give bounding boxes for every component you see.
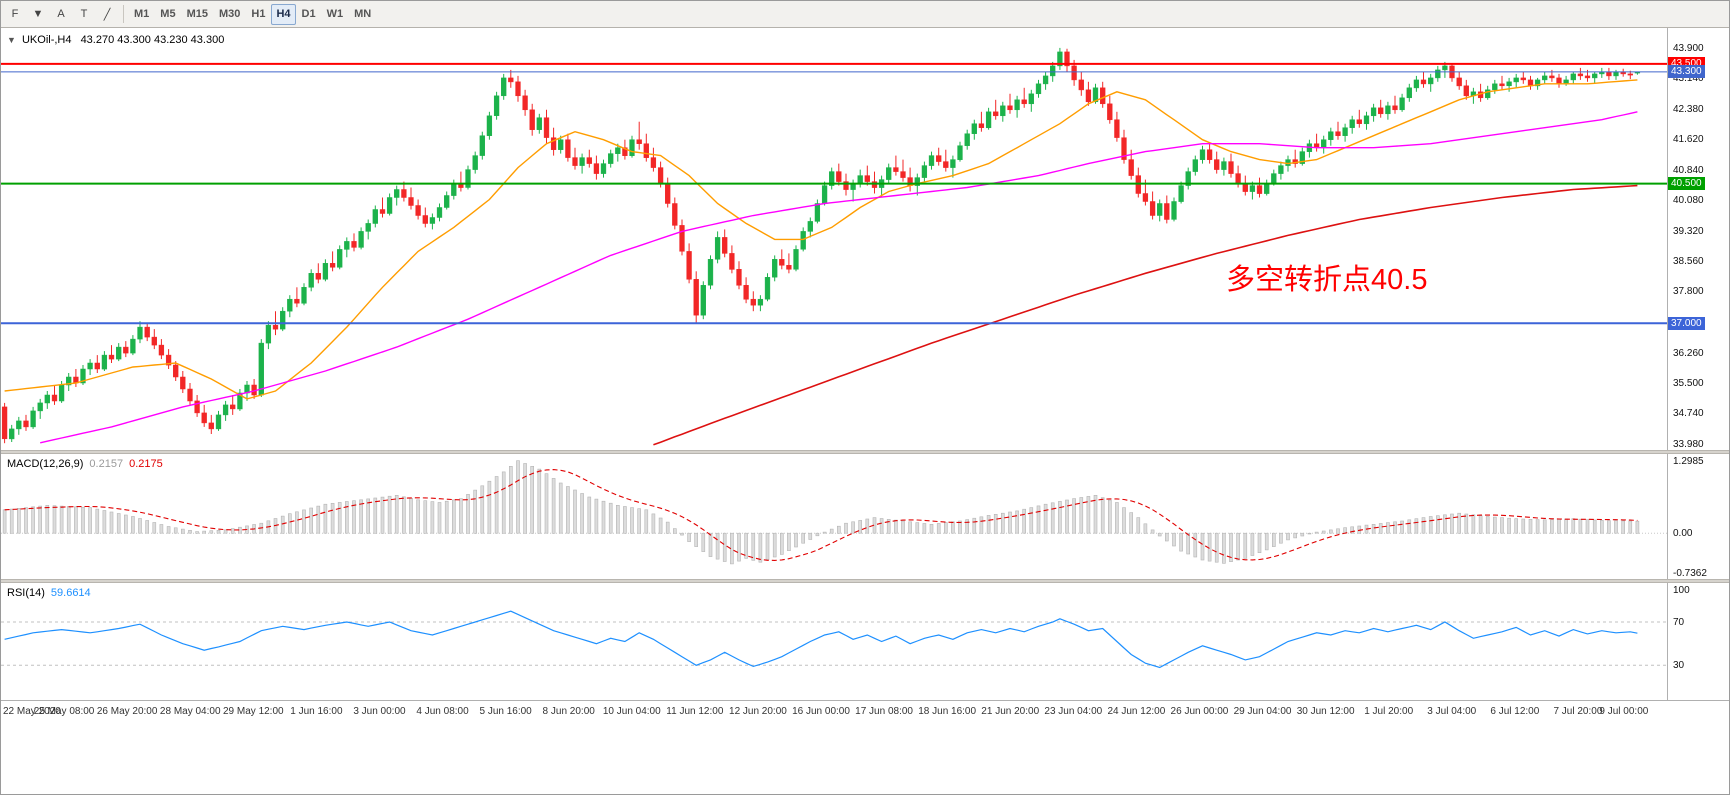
time-label: 25 May 08:00 — [33, 706, 95, 717]
time-label: 26 May 20:00 — [96, 706, 158, 717]
macd-tick: 0.00 — [1673, 528, 1693, 540]
time-label: 1 Jul 20:00 — [1364, 706, 1414, 717]
panel-splitter[interactable] — [1, 579, 1729, 583]
annotation-tool-button[interactable]: A — [57, 8, 65, 20]
panel-splitter[interactable] — [1, 450, 1729, 454]
timeframe-button-d1[interactable]: D1 — [301, 8, 316, 20]
time-label: 6 Jul 12:00 — [1490, 706, 1540, 717]
support-line-37000-badge: 37.000 — [1668, 316, 1705, 330]
candles-group — [1, 47, 1641, 444]
price-tick: 38.560 — [1673, 255, 1704, 267]
rsi-name: RSI(14) — [7, 587, 45, 599]
time-label: 21 Jun 20:00 — [981, 706, 1040, 717]
time-label: 10 Jun 04:00 — [602, 706, 661, 717]
time-label: 3 Jun 00:00 — [353, 706, 406, 717]
time-axis[interactable]: 22 May 2020 25 May 08:00 26 May 20:00 28 Ma… — [1, 700, 1729, 724]
timeframe-button-m5[interactable]: M5 — [160, 8, 176, 20]
main-price-scale[interactable]: 43.900 43.140 42.380 41.620 40.840 40.080 39.3… — [1667, 28, 1729, 450]
toolbar-separator — [123, 5, 124, 23]
time-label: 7 Jul 20:00 — [1553, 706, 1603, 717]
rsi-canvas[interactable] — [1, 583, 1667, 700]
pivot-line-40500-badge: 40.500 — [1668, 177, 1705, 191]
rsi-tick: 70 — [1673, 617, 1685, 628]
price-tick: 43.140 — [1673, 73, 1704, 85]
time-label: 1 Jun 16:00 — [290, 706, 343, 717]
time-label: 18 Jun 16:00 — [918, 706, 977, 717]
timeframe-button-m1[interactable]: M1 — [134, 8, 150, 20]
price-tick: 37.800 — [1673, 286, 1704, 298]
macd-scale[interactable]: 1.2985 0.00 -0.7362 — [1667, 454, 1729, 579]
time-label: 5 Jun 16:00 — [479, 706, 532, 717]
macd-name: MACD(12,26,9) — [7, 458, 84, 470]
time-label: 17 Jun 08:00 — [855, 706, 913, 717]
time-label: 4 Jun 08:00 — [416, 706, 469, 717]
macd-signal-line — [4, 469, 1638, 561]
macd-label: MACD(12,26,9) 0.2157 0.2175 — [7, 458, 163, 470]
toolbar-button-f[interactable]: F — [11, 8, 19, 20]
timeframe-button-mn[interactable]: MN — [354, 8, 372, 20]
price-tick: 35.500 — [1673, 377, 1704, 389]
chart-title: ▼ UKOil-,H4 43.270 43.300 43.230 43.300 — [7, 34, 224, 46]
rsi-tick: 100 — [1673, 584, 1690, 596]
price-tick: 42.380 — [1673, 103, 1704, 115]
ma-medium-line[interactable] — [40, 111, 1638, 444]
rsi-label: RSI(14) 59.6614 — [7, 587, 91, 599]
time-label: 24 Jun 12:00 — [1107, 706, 1166, 717]
macd-canvas[interactable] — [1, 454, 1667, 579]
rsi-scale[interactable]: 100 70 30 — [1667, 583, 1729, 700]
time-label: 23 Jun 04:00 — [1044, 706, 1103, 717]
macd-main-value: 0.2157 — [89, 458, 124, 470]
rsi-line — [4, 610, 1638, 669]
macd-histogram — [2, 460, 1640, 565]
ma-slow-line[interactable] — [653, 184, 1638, 446]
cursor-tool-button[interactable]: T — [80, 8, 88, 20]
time-label: 29 May 12:00 — [222, 706, 284, 717]
time-label: 8 Jun 20:00 — [542, 706, 595, 717]
timeframe-button-w1[interactable]: W1 — [326, 8, 344, 20]
price-tick: 36.260 — [1673, 347, 1704, 359]
time-label: 12 Jun 20:00 — [729, 706, 787, 717]
price-tick: 41.620 — [1673, 133, 1704, 145]
main-chart-panel: ▼ UKOil-,H4 43.270 43.300 43.230 43.300 … — [1, 28, 1729, 450]
time-label: 22 May 2020 — [3, 706, 61, 717]
time-label: 3 Jul 04:00 — [1427, 706, 1477, 717]
price-tick: 34.740 — [1673, 408, 1704, 420]
price-tick: 33.980 — [1673, 438, 1704, 450]
symbol-timeframe-label: UKOil-,H4 — [21, 34, 72, 46]
line-studies-button[interactable]: ╱ — [103, 8, 111, 21]
time-label: 11 Jun 12:00 — [666, 706, 724, 717]
macd-panel: MACD(12,26,9) 0.2157 0.2175 1.2985 0.00 -0.7… — [1, 454, 1729, 579]
macd-tick: -0.7362 — [1673, 568, 1707, 579]
time-label: 26 Jun 00:00 — [1170, 706, 1229, 717]
time-label: 28 May 04:00 — [159, 706, 221, 717]
time-label: 29 Jun 04:00 — [1233, 706, 1292, 717]
timeframe-button-h4[interactable]: H4 — [271, 3, 296, 25]
time-label: 16 Jun 00:00 — [792, 706, 850, 717]
price-tick: 40.840 — [1673, 164, 1704, 176]
annotation-text[interactable]: 多空转折点40.5 — [1226, 264, 1428, 296]
timeframe-button-h1[interactable]: H1 — [251, 8, 266, 20]
toolbar: F ▼ A T ╱ M1 M5 M15 M30 H1 H4 D1 W1 MN — [1, 1, 1729, 28]
timeframe-button-m15[interactable]: M15 — [186, 8, 208, 20]
ohlc-values: 43.270 43.300 43.230 43.300 — [80, 34, 225, 46]
current-price-line-43300-badge: 43.300 — [1668, 65, 1705, 79]
chart-dropdown-button[interactable]: ▼ — [32, 8, 44, 20]
time-label: 9 Jul 00:00 — [1599, 706, 1649, 717]
rsi-panel: RSI(14) 59.6614 100 70 30 — [1, 583, 1729, 700]
macd-tick: 1.2985 — [1673, 455, 1704, 467]
collapse-triangle-icon[interactable]: ▼ — [7, 35, 16, 45]
price-tick: 39.320 — [1673, 225, 1704, 237]
time-label: 30 Jun 12:00 — [1296, 706, 1355, 717]
rsi-tick: 30 — [1673, 660, 1685, 672]
macd-signal-value: 0.2175 — [129, 458, 163, 470]
timeframe-button-m30[interactable]: M30 — [218, 8, 241, 20]
ma-fast-line[interactable] — [4, 79, 1638, 400]
price-tick: 43.900 — [1673, 42, 1704, 54]
rsi-value: 59.6614 — [50, 587, 91, 599]
price-tick: 40.080 — [1673, 195, 1704, 207]
main-chart-canvas[interactable] — [1, 28, 1667, 450]
